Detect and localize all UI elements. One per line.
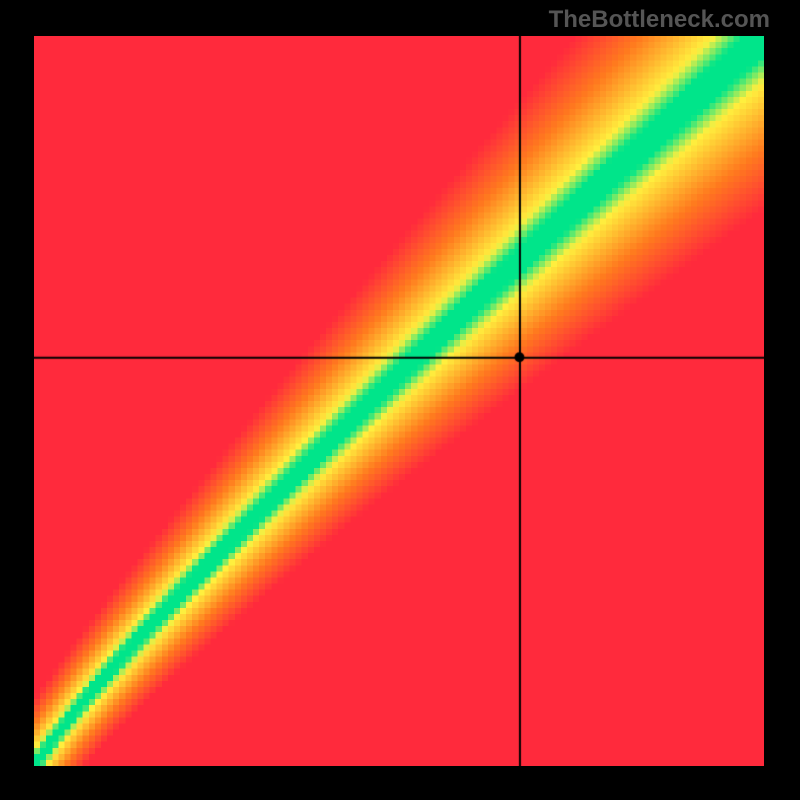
source-watermark: TheBottleneck.com <box>549 6 770 34</box>
bottleneck-heatmap <box>34 36 764 766</box>
chart-container: TheBottleneck.com <box>0 0 800 800</box>
